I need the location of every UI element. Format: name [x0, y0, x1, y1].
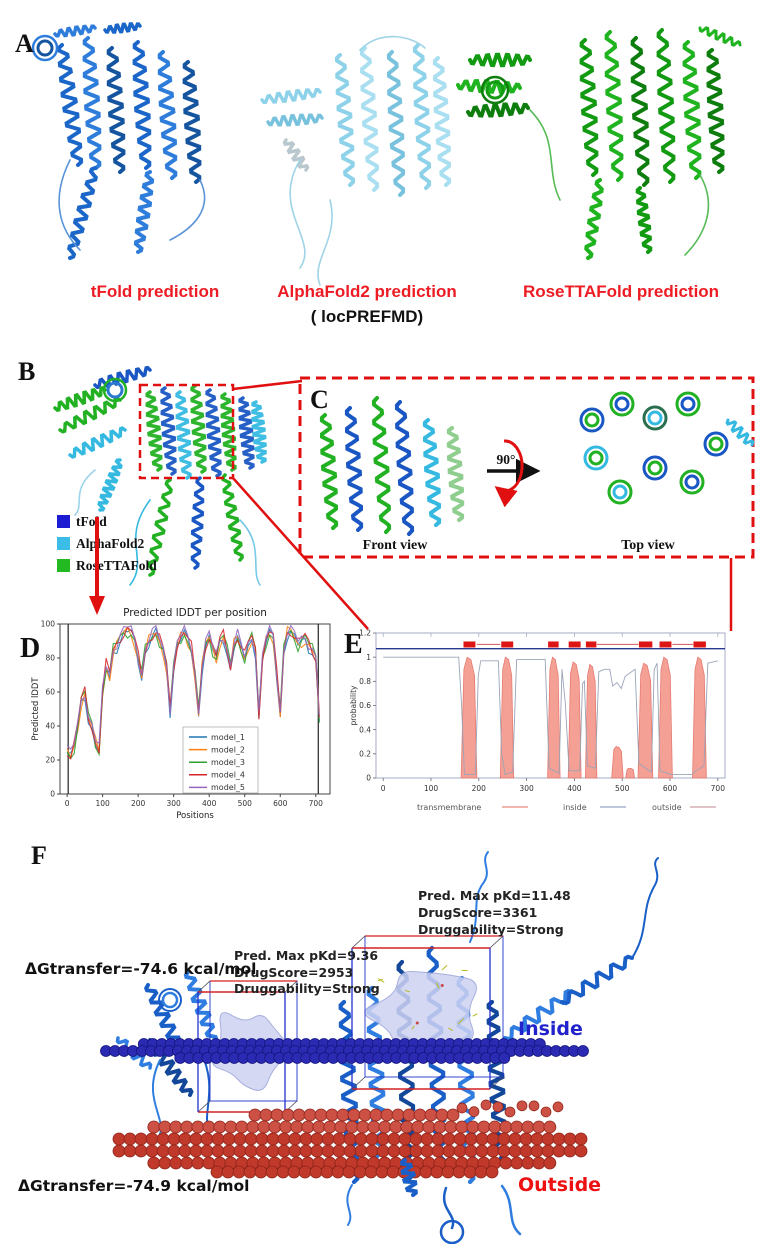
arrow-b-to-d-head: [89, 596, 105, 615]
panel-b-legend: tFold AlphaFold2 RoseTTAFold: [57, 514, 157, 573]
chart-topology: 0 0.2 0.4 0.6 0.8 1 1.2 0 100 200 300 400 500 600 700 p…: [349, 629, 726, 812]
protein-rosettafold-art: [456, 26, 742, 260]
svg-text:100: 100: [41, 620, 56, 629]
svg-text:probability: probability: [349, 685, 358, 726]
svg-text:500: 500: [238, 799, 253, 808]
pocket1-annotation: Pred. Max pKd=9.36 DrugScore=2953 Drugga…: [234, 948, 380, 996]
protein-tfold-art: [31, 22, 206, 260]
svg-text:20: 20: [45, 756, 55, 765]
panel-f: F Pred. Max pKd=11.48 DrugScore=3361 Dru…: [18, 841, 659, 1244]
top-view-art: [579, 391, 755, 505]
panel-connectors: [232, 379, 733, 631]
svg-text:model_5: model_5: [211, 783, 245, 792]
svg-text:1: 1: [366, 653, 371, 662]
chart-plddt: 0 20 40 60 80 100 0 100 200 300 400 500 600 700 Predic…: [31, 607, 331, 821]
panel-e: E 0 0.2 0.4 0.6 0.8 1 1.2 0 100 200 300 400 500 600 70…: [344, 629, 726, 812]
svg-text:model_4: model_4: [211, 771, 245, 780]
legend-label-rosettafold: RoseTTAFold: [76, 558, 157, 573]
panel-b-letter: B: [18, 357, 35, 386]
tm-region-dashed-box: [138, 383, 235, 480]
rotation-angle-label: 90°: [497, 452, 516, 467]
pocket1-line1: Pred. Max pKd=9.36: [234, 948, 378, 963]
alphafold2-prediction-label: AlphaFold2 prediction: [277, 282, 456, 301]
svg-text:0.2: 0.2: [359, 749, 371, 758]
inside-label: Inside: [518, 1018, 583, 1040]
svg-text:600: 600: [663, 784, 678, 793]
front-view-art: [319, 396, 465, 536]
panel-a-letter: A: [15, 29, 34, 58]
panel-f-letter: F: [31, 841, 47, 870]
legend-swatch-rosettafold: [57, 559, 70, 572]
legend-label-tfold: tFold: [76, 514, 107, 529]
panel-a: A tFold prediction AlphaFold2 prediction…: [15, 22, 742, 326]
front-view-label: Front view: [363, 538, 429, 553]
pocket1-line3: Druggability=Strong: [234, 981, 380, 996]
pocket2-annotation: Pred. Max pKd=11.48 DrugScore=3361 Drugg…: [418, 888, 571, 937]
svg-text:100: 100: [95, 799, 110, 808]
rosettafold-prediction-label: RoseTTAFold prediction: [523, 282, 719, 301]
superposition-art: [53, 365, 267, 586]
svg-text:Predicted lDDT per position: Predicted lDDT per position: [123, 607, 267, 619]
svg-text:Predicted lDDT: Predicted lDDT: [31, 677, 41, 741]
panel-c-dashed-box: [298, 376, 755, 559]
svg-text:500: 500: [615, 784, 630, 793]
panel-b: B tFold AlphaFold2 RoseTTAFold: [18, 357, 267, 615]
svg-text:300: 300: [519, 784, 534, 793]
panel-e-letter: E: [344, 629, 363, 660]
svg-text:40: 40: [45, 722, 55, 731]
svg-text:0.4: 0.4: [359, 725, 371, 734]
top-view-label: Top view: [621, 538, 675, 553]
svg-text:200: 200: [472, 784, 487, 793]
svg-text:400: 400: [202, 799, 217, 808]
svg-text:model_2: model_2: [211, 745, 245, 754]
svg-text:300: 300: [167, 799, 182, 808]
legend-swatch-tfold: [57, 515, 70, 528]
svg-text:model_3: model_3: [211, 758, 245, 767]
svg-text:outside: outside: [652, 803, 682, 812]
svg-text:model_1: model_1: [211, 733, 245, 742]
rotation-curved-arrow: [494, 439, 524, 508]
panel-c: C 90° Front view Top view: [298, 376, 755, 559]
pocket1-line2: DrugScore=2953: [234, 965, 353, 980]
panel-d-letter: D: [20, 633, 40, 664]
svg-text:60: 60: [45, 688, 55, 697]
legend-label-alphafold2: AlphaFold2: [76, 536, 145, 551]
membrane-protein-art: [100, 851, 659, 1244]
outside-label: Outside: [518, 1174, 601, 1196]
svg-text:0: 0: [65, 799, 70, 808]
svg-text:1.2: 1.2: [359, 629, 371, 638]
svg-text:inside: inside: [563, 803, 587, 812]
panel-d: D 0 20 40 60 80 100 0 100 200 300 400 500 600 700 Pred…: [20, 607, 331, 821]
svg-text:0.8: 0.8: [359, 677, 371, 686]
svg-text:600: 600: [273, 799, 288, 808]
svg-text:transmembrane: transmembrane: [417, 803, 481, 812]
locprefmd-label: ( locPREFMD): [311, 307, 423, 326]
dg-transfer-outer-label: ΔGtransfer=-74.9 kcal/mol: [18, 1177, 250, 1195]
pocket2-line2: DrugScore=3361: [418, 905, 537, 920]
svg-text:0.6: 0.6: [359, 701, 371, 710]
legend-swatch-alphafold2: [57, 537, 70, 550]
connector-b-to-c-top: [232, 379, 303, 391]
svg-text:400: 400: [567, 784, 582, 793]
pocket2-line3: Druggability=Strong: [418, 922, 564, 937]
svg-text:Positions: Positions: [176, 811, 214, 821]
svg-text:100: 100: [424, 784, 439, 793]
svg-text:700: 700: [711, 784, 726, 793]
protein-alphafold2-art: [260, 35, 452, 286]
svg-text:200: 200: [131, 799, 146, 808]
dg-transfer-inner-label: ΔGtransfer=-74.6 kcal/mol: [25, 960, 257, 978]
svg-text:0: 0: [381, 784, 386, 793]
panel-c-letter: C: [310, 385, 329, 414]
svg-text:0: 0: [50, 790, 55, 799]
connector-b-to-e: [232, 477, 369, 630]
svg-text:700: 700: [309, 799, 324, 808]
tfold-prediction-label: tFold prediction: [91, 282, 219, 301]
svg-text:80: 80: [45, 654, 55, 663]
pocket2-line1: Pred. Max pKd=11.48: [418, 888, 571, 903]
svg-text:0: 0: [366, 774, 371, 783]
